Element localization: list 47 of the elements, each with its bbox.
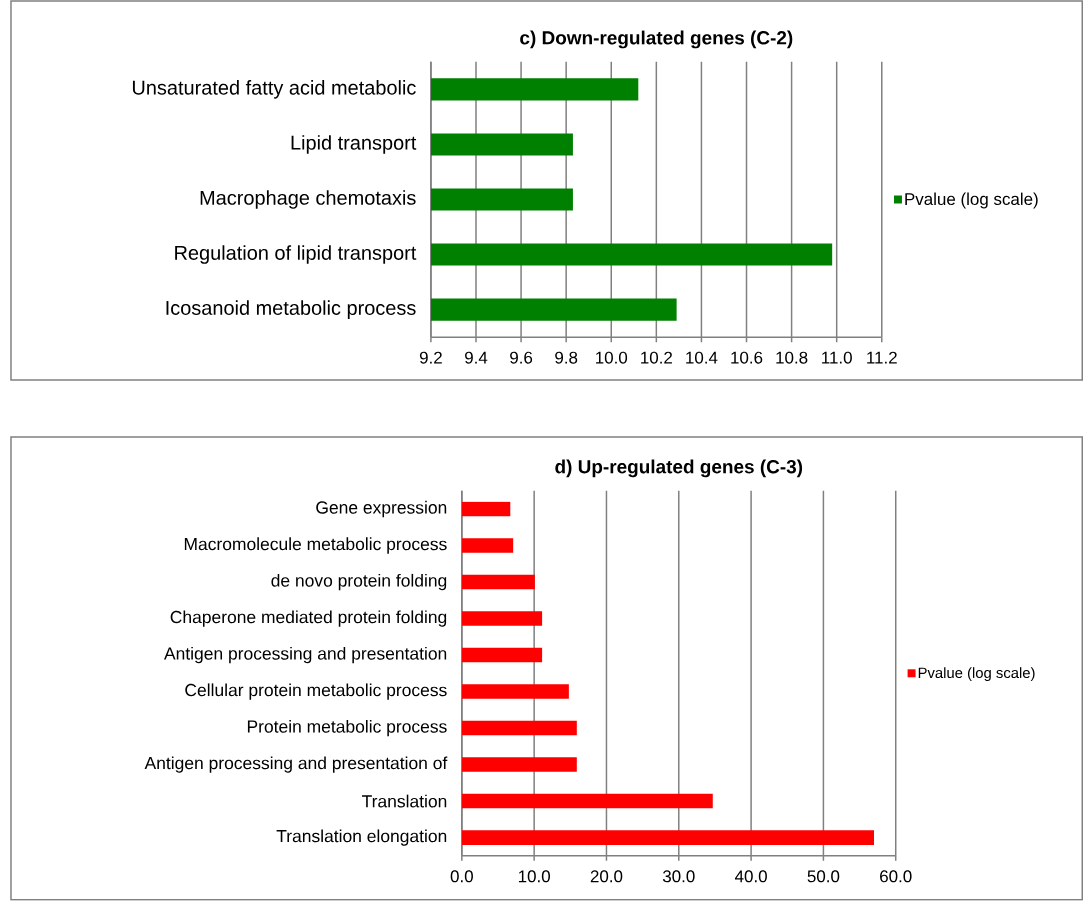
legend-label: Pvalue (log scale) <box>918 667 1035 682</box>
y-tick-label: Antigen processing and presentation of <box>144 756 448 773</box>
y-tick-label: Macromolecule metabolic process <box>184 537 447 554</box>
legend-label: Pvalue (log scale) <box>905 192 1038 209</box>
y-tick-label: Regulation of lipid transport <box>175 245 417 264</box>
chart-title: c) Down-regulated genes (C-2) <box>520 30 793 49</box>
x-tick-label: 40.0 <box>734 870 767 883</box>
bar <box>461 647 543 663</box>
x-tick-label: 50.0 <box>807 870 840 883</box>
bar <box>461 538 514 553</box>
y-tick-label: Macrophage chemotaxis <box>200 190 416 209</box>
x-tick-label: 9.6 <box>510 351 533 364</box>
y-tick-label: Translation <box>362 794 447 808</box>
y-tick-label: Unsaturated fatty acid metabolic <box>132 80 416 99</box>
chart-title: d) Up-regulated genes (C-3) <box>555 459 803 478</box>
y-tick-label: de novo protein folding <box>271 574 447 591</box>
x-tick-label: 9.4 <box>465 351 488 364</box>
bar <box>461 684 569 699</box>
y-tick-label: Chaperone mediated protein folding <box>170 610 447 627</box>
x-tick-label: 10.0 <box>518 870 550 883</box>
x-tick-label: 10.8 <box>776 351 808 364</box>
bar <box>461 793 713 809</box>
y-tick-label: Cellular protein metabolic process <box>185 683 447 700</box>
bar <box>461 501 511 517</box>
x-tick-label: 60.0 <box>880 870 912 883</box>
x-tick-label: 10.6 <box>731 351 763 364</box>
bar <box>461 830 875 846</box>
y-tick-label: Translation elongation <box>276 829 447 846</box>
bar <box>461 757 577 773</box>
x-tick-label: 20.0 <box>590 870 623 883</box>
y-tick-label: Protein metabolic process <box>247 720 447 737</box>
y-tick-label: Icosanoid metabolic process <box>166 300 416 320</box>
x-tick-label: 9.8 <box>555 351 578 364</box>
x-tick-label: 30.0 <box>662 870 695 883</box>
y-tick-label: Lipid transport <box>291 135 417 154</box>
x-tick-label: 0.0 <box>450 870 473 883</box>
bar <box>461 611 543 626</box>
x-tick-label: 11.0 <box>822 351 852 364</box>
y-tick-label: Antigen processing and presentation <box>164 647 447 664</box>
bar <box>461 720 577 736</box>
x-tick-label: 9.2 <box>419 351 442 364</box>
x-tick-label: 11.2 <box>867 351 897 364</box>
x-tick-label: 10.2 <box>641 351 672 364</box>
y-tick-label: Gene expression <box>316 501 447 518</box>
bar <box>461 574 535 590</box>
x-tick-label: 10.0 <box>596 351 628 364</box>
x-tick-label: 10.4 <box>686 351 718 364</box>
